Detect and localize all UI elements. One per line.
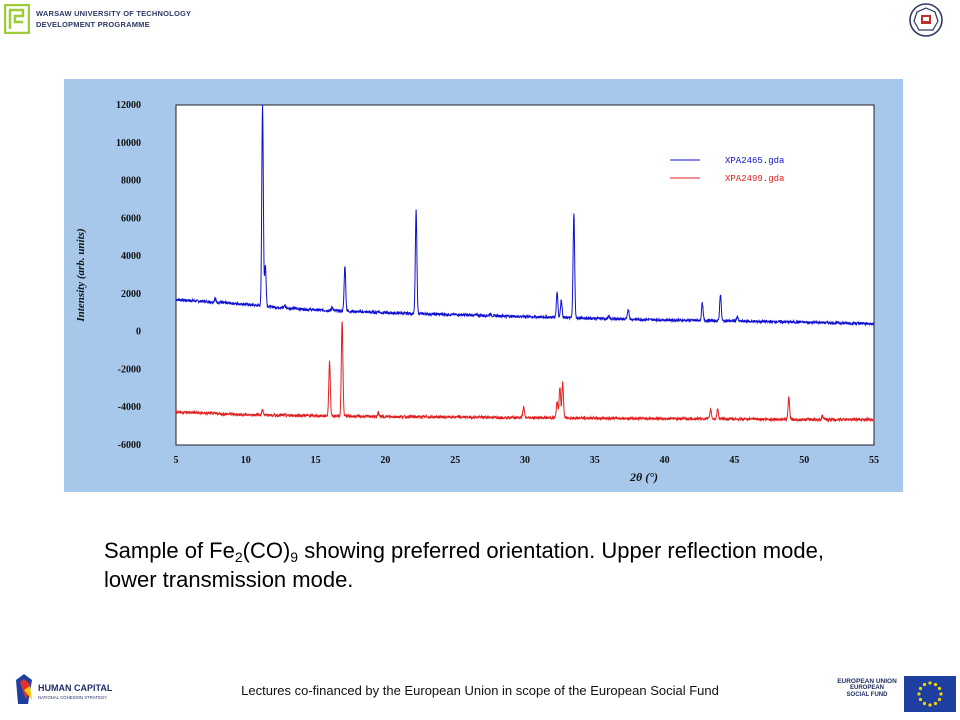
x-tick-label: 5 (174, 455, 179, 466)
x-tick-label: 25 (450, 455, 460, 466)
eu-star (918, 697, 923, 702)
caption-subscript-1: 2 (234, 549, 243, 565)
x-tick-label: 30 (520, 455, 530, 466)
caption-text-2: (CO) (242, 538, 291, 563)
eu-line1: EUROPEAN UNION (837, 678, 897, 685)
y-tick-label: 8000 (121, 176, 141, 187)
wut-logo: WARSAW UNIVERSITY OF TECHNOLOGY DEVELOPM… (4, 4, 191, 34)
xrd-chart: -6000 -4000 -2000 0 2000 4000 6000 8000 10000 120… (75, 100, 879, 484)
wut-logo-icon (4, 4, 30, 34)
x-tick-label: 10 (241, 455, 251, 466)
y-tick-label: 4000 (121, 251, 141, 262)
x-tick-label: 35 (590, 455, 600, 466)
eu-logo-text: EUROPEAN UNION EUROPEAN SOCIAL FUND (832, 678, 902, 699)
y-tick-label: 10000 (116, 138, 141, 149)
y-tick-label: -2000 (118, 364, 141, 375)
series-line-2 (175, 321, 875, 423)
eu-star (939, 692, 943, 696)
y-tick-label: -6000 (118, 440, 141, 451)
eu-line3: SOCIAL FUND (846, 692, 888, 698)
eu-star (937, 697, 942, 702)
y-tick-label: 2000 (121, 289, 141, 300)
y-axis-label: Intensity (arb. units) (75, 228, 87, 322)
x-tick-label: 45 (729, 455, 739, 466)
chart-panel: -6000 -4000 -2000 0 2000 4000 6000 8000 10000 120… (64, 79, 903, 492)
y-tick-label: 6000 (121, 213, 141, 224)
hc-subtitle: NATIONAL COHESION STRATEGY (38, 695, 107, 700)
x-tick-label: 40 (660, 455, 670, 466)
eu-flag-icon (904, 676, 956, 712)
eu-star (933, 701, 938, 706)
series-layer (175, 104, 875, 423)
x-axis-label: 2θ (°) (629, 470, 658, 484)
chart-legend: XPA2465.gda XPA2499.gda (670, 156, 785, 184)
eu-star (928, 703, 932, 707)
caption-text-3: showing preferred orientation. Upper ref… (104, 538, 824, 592)
eu-star (918, 686, 923, 691)
eu-line2: EUROPEAN (849, 685, 884, 691)
wut-title-line2: DEVELOPMENT PROGRAMME (36, 20, 150, 29)
eu-star (922, 701, 927, 706)
eu-star (928, 681, 932, 685)
legend-label: XPA2499.gda (725, 174, 785, 184)
x-tick-label: 55 (869, 455, 879, 466)
caption-text-1: Sample of Fe (104, 538, 235, 563)
caption-subscript-2: 9 (290, 549, 299, 565)
hc-title: HUMAN CAPITAL (38, 683, 113, 693)
plot-frame (175, 104, 875, 446)
series-line-1 (175, 104, 875, 327)
eu-star (917, 692, 921, 696)
slide-caption: Sample of Fe2(CO)9 showing preferred ori… (104, 536, 824, 594)
x-tick-label: 50 (799, 455, 809, 466)
eu-star (922, 682, 927, 687)
eu-star (933, 682, 938, 687)
eu-star (937, 686, 942, 691)
university-crest-icon (909, 3, 943, 37)
x-tick-label: 20 (380, 455, 390, 466)
legend-label: XPA2465.gda (725, 156, 785, 166)
wut-title-line1: WARSAW UNIVERSITY OF TECHNOLOGY (36, 9, 192, 18)
human-capital-logo: HUMAN CAPITAL NATIONAL COHESION STRATEGY (16, 674, 113, 704)
y-tick-label: 0 (136, 327, 141, 338)
eu-logo: EUROPEAN UNION EUROPEAN SOCIAL FUND (832, 676, 958, 714)
footer-text: Lectures co-financed by the European Uni… (241, 683, 719, 698)
y-tick-label: -4000 (118, 402, 141, 413)
y-tick-label: 12000 (116, 100, 141, 111)
x-tick-label: 15 (311, 455, 321, 466)
wut-logo-text: WARSAW UNIVERSITY OF TECHNOLOGY DEVELOPM… (36, 8, 191, 30)
